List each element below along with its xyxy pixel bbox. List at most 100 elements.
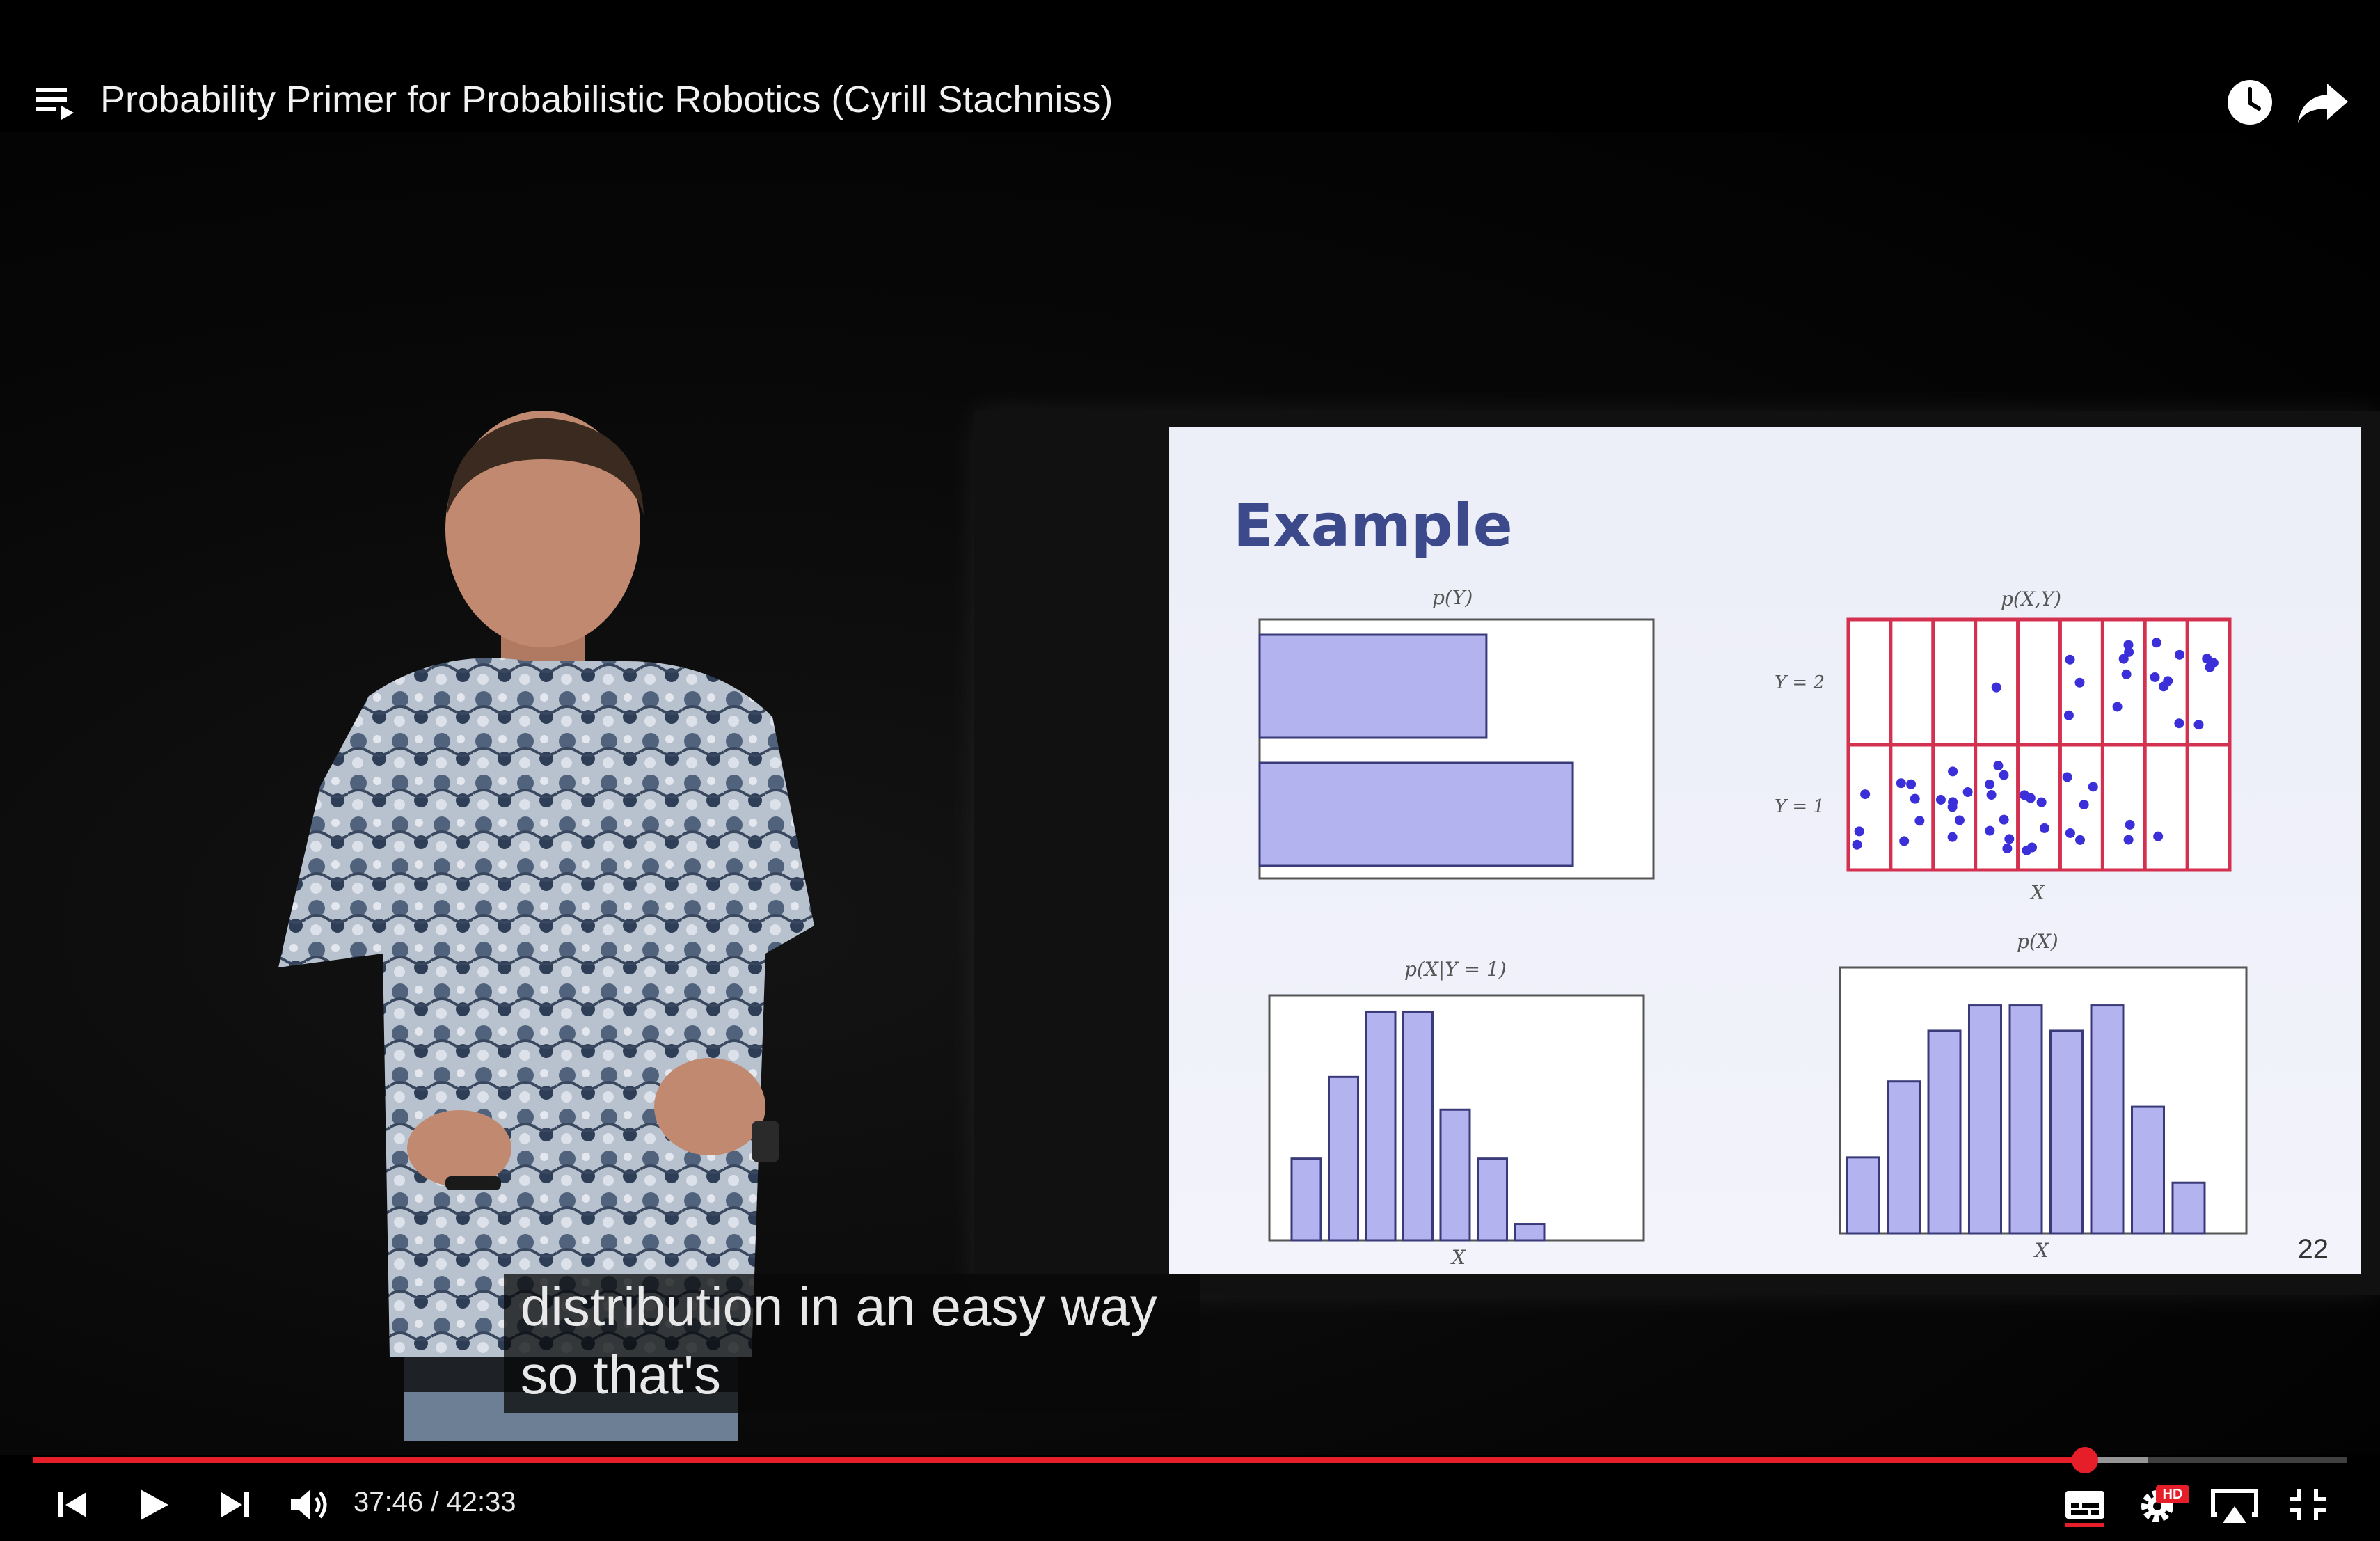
top-bar: Probability Primer for Probabilistic Rob…: [0, 0, 2380, 132]
pxy-point: [2151, 638, 2161, 648]
px-bar: [1968, 1004, 2002, 1235]
progress-scrubber[interactable]: [2072, 1447, 2099, 1473]
pxy-point: [2002, 844, 2013, 854]
pxgy-bar: [1290, 1157, 1322, 1242]
pxy-point: [1985, 779, 1995, 789]
px-bar: [2049, 1029, 2084, 1235]
pxy-point: [2004, 834, 2015, 844]
hd-badge: HD: [2156, 1485, 2189, 1503]
pxy-point: [2063, 710, 2074, 720]
pxgy-bar: [1365, 1010, 1397, 1242]
pxy-point: [2065, 828, 2075, 838]
pxy-point: [2202, 654, 2212, 664]
pxy-point: [2124, 647, 2134, 657]
progress-bar[interactable]: [33, 1447, 2347, 1473]
clock-icon[interactable]: [2226, 78, 2274, 127]
pxy-y1-label: Y = 1: [1775, 796, 1825, 817]
pxy-point: [2159, 681, 2169, 692]
pxy-point: [2205, 662, 2215, 672]
pxy-point: [1854, 826, 1864, 837]
pxy-point: [1985, 825, 1995, 836]
pxgy-plot-title: p(X|Y = 1): [1404, 958, 1507, 981]
pxy-point: [2062, 772, 2072, 782]
px-bar: [1887, 1080, 1921, 1235]
pxy-point: [2036, 797, 2047, 807]
progress-played: [33, 1457, 2086, 1463]
slide-plots: [1258, 617, 2248, 1242]
volume-icon[interactable]: [288, 1483, 330, 1527]
pxy-point: [2075, 835, 2086, 845]
pxy-x-label: X: [2031, 881, 2045, 904]
pxy-point: [1991, 682, 2001, 693]
pxy-point: [1899, 836, 1910, 846]
pxy-point: [1947, 832, 1958, 842]
video-title[interactable]: Probability Primer for Probabilistic Rob…: [100, 79, 1113, 120]
exit-fullscreen-icon[interactable]: [2287, 1483, 2329, 1527]
pxy-point: [1999, 814, 2009, 825]
px-bar: [2090, 1004, 2125, 1235]
slide-title: Example: [1233, 491, 1513, 560]
airplay-icon[interactable]: [2210, 1483, 2259, 1527]
time-display: 37:46 / 42:33: [354, 1487, 516, 1518]
px-bar: [1846, 1156, 1880, 1235]
pxy-point: [1954, 815, 1965, 825]
pxy-point: [2019, 790, 2029, 800]
pxy-point: [2123, 640, 2134, 650]
play-icon[interactable]: [136, 1483, 171, 1527]
pxy-point: [1948, 797, 1958, 807]
pxy-point: [1935, 794, 1946, 805]
pxy-point: [2125, 819, 2135, 830]
time-separator: /: [423, 1487, 447, 1517]
py-plot-title: p(Y): [1432, 586, 1473, 609]
pxgy-bar: [1439, 1108, 1471, 1242]
pxy-point: [2193, 720, 2204, 730]
caption-line-1: distribution in an easy way: [521, 1276, 1157, 1337]
pxgy-bar: [1328, 1075, 1359, 1242]
pxy-point: [2121, 669, 2132, 679]
pxy-point: [2112, 702, 2123, 712]
px-plot-title: p(X): [2017, 930, 2058, 953]
py-bar: [1258, 633, 1488, 739]
pxy-point: [2118, 654, 2129, 664]
pxy-point: [2079, 800, 2089, 810]
px-bar: [2131, 1105, 2165, 1235]
pxy-point: [2065, 654, 2075, 665]
pxy-point: [2039, 823, 2049, 833]
next-icon[interactable]: [217, 1483, 252, 1527]
playlist-icon[interactable]: [36, 85, 78, 121]
pxgy-bar: [1477, 1157, 1508, 1242]
pxy-point: [1962, 787, 1973, 797]
px-bar: [2171, 1181, 2206, 1235]
pxy-plot-title: p(X,Y): [2001, 587, 2062, 610]
pxy-point: [2074, 677, 2085, 688]
pxy-point: [2150, 672, 2160, 682]
pxy-point: [1914, 816, 1925, 826]
pxy-point: [1993, 761, 2004, 771]
share-arrow-icon[interactable]: [2296, 81, 2349, 125]
pxgy-bar: [1402, 1010, 1434, 1242]
pxy-point: [1948, 766, 1958, 777]
pxy-y2-label: Y = 2: [1775, 672, 1825, 693]
previous-icon[interactable]: [56, 1483, 90, 1527]
pxy-point: [2088, 782, 2098, 792]
pxgy-bar: [1514, 1223, 1546, 1242]
pxy-point: [2022, 845, 2032, 855]
px-bar: [1927, 1029, 1962, 1235]
pxy-point: [1910, 793, 1920, 804]
pxy-point: [2174, 718, 2184, 729]
pxy-point: [2175, 649, 2185, 660]
py-bar: [1258, 761, 1574, 867]
captions-active-indicator: [2065, 1523, 2104, 1527]
px-x-label: X: [2035, 1239, 2049, 1262]
pxy-point: [1860, 789, 1871, 800]
caption-line-2: so that's: [521, 1344, 722, 1405]
caption-window: [504, 1274, 1200, 1413]
pxy-point: [1999, 770, 2009, 780]
pxy-point: [1896, 778, 1906, 789]
captions-icon[interactable]: [2063, 1483, 2107, 1527]
pxy-point: [1852, 839, 1862, 850]
pxy-point: [1906, 779, 1917, 789]
current-time: 37:46: [354, 1487, 424, 1517]
lecture-slide: Example p(Y) p(X,Y) Y = 2 Y = 1 X p(X|Y …: [1169, 427, 2361, 1274]
duration: 42:33: [446, 1487, 516, 1517]
